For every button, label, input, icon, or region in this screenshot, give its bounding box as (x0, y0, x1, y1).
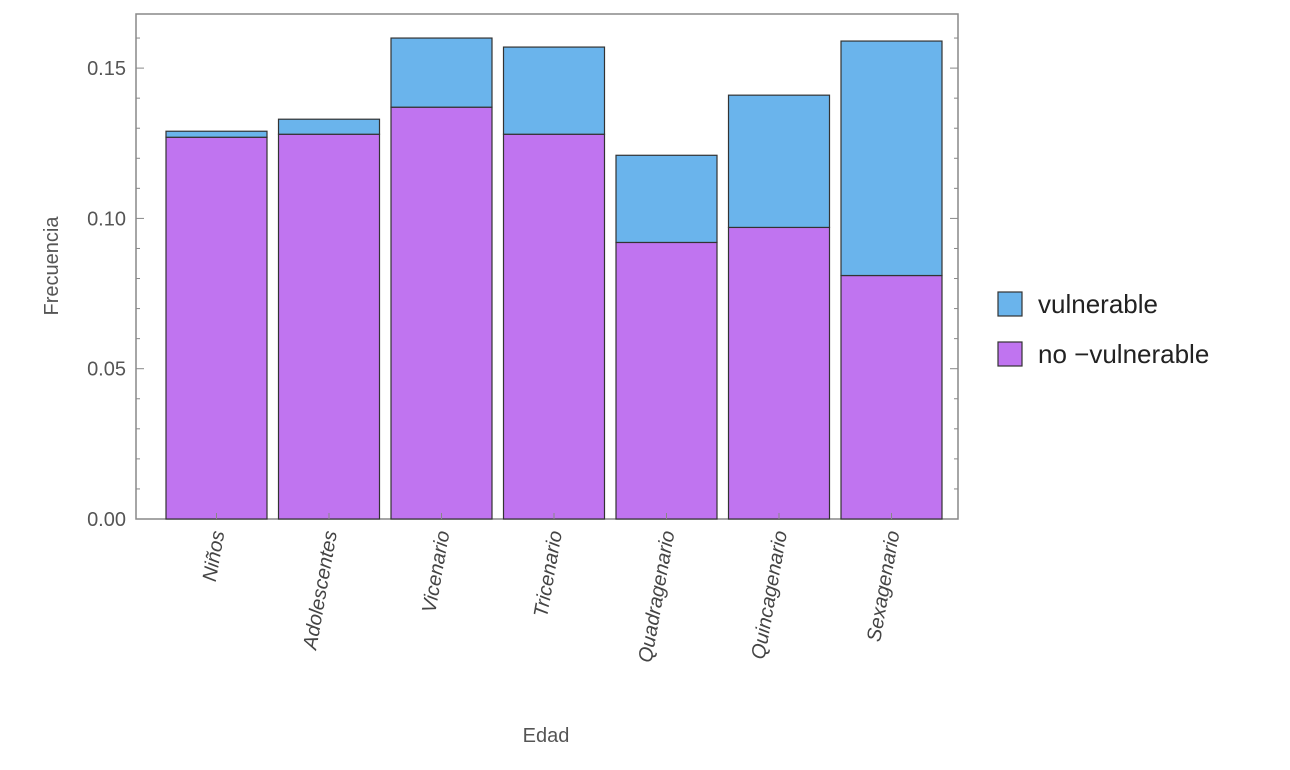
bar-segment (502, 133, 606, 520)
x-category-label: Sexagenario (863, 529, 904, 643)
x-category-label: Quincagenario (748, 529, 792, 661)
x-category-label: Tricenario (530, 529, 567, 619)
legend-label: no −vulnerable (1038, 339, 1209, 369)
y-tick-label: 0.10 (87, 208, 126, 230)
bar-segment (277, 133, 381, 520)
x-category-label: Adolescentes (299, 529, 342, 652)
legend-label: vulnerable (1038, 289, 1158, 319)
y-tick-label: 0.05 (87, 359, 126, 381)
bars-layer (165, 37, 943, 520)
x-category-label: Vicenario (418, 529, 454, 615)
legend: vulnerable no −vulnerable (997, 289, 1209, 369)
bar-segment (390, 106, 493, 520)
bar-segment (615, 154, 718, 244)
x-axis-title: Edad (523, 725, 570, 747)
legend-swatch (997, 341, 1023, 367)
x-axis-category-labels: Niños Adolescentes Vicenario Tricenario Quad… (199, 513, 904, 664)
bar-segment (165, 136, 268, 520)
bar-segment (165, 130, 268, 138)
bar-segment (840, 274, 943, 520)
bar-segment (502, 46, 606, 135)
bar-segment (277, 118, 381, 135)
bar-segment (390, 37, 493, 108)
bar-segment (615, 241, 718, 520)
bar-segment (727, 226, 831, 520)
y-tick-label: 0.15 (87, 58, 126, 80)
x-category-label: Niños (199, 529, 230, 583)
y-tick-label: 0.00 (87, 509, 126, 531)
bar-segment (727, 94, 831, 229)
x-category-label: Quadragenario (635, 529, 680, 664)
bar-segment (840, 40, 943, 277)
y-axis-ticks: 0.00 0.05 0.10 0.15 (87, 37, 958, 531)
legend-swatch (997, 291, 1023, 317)
y-axis-title: Frecuencia (41, 216, 63, 316)
